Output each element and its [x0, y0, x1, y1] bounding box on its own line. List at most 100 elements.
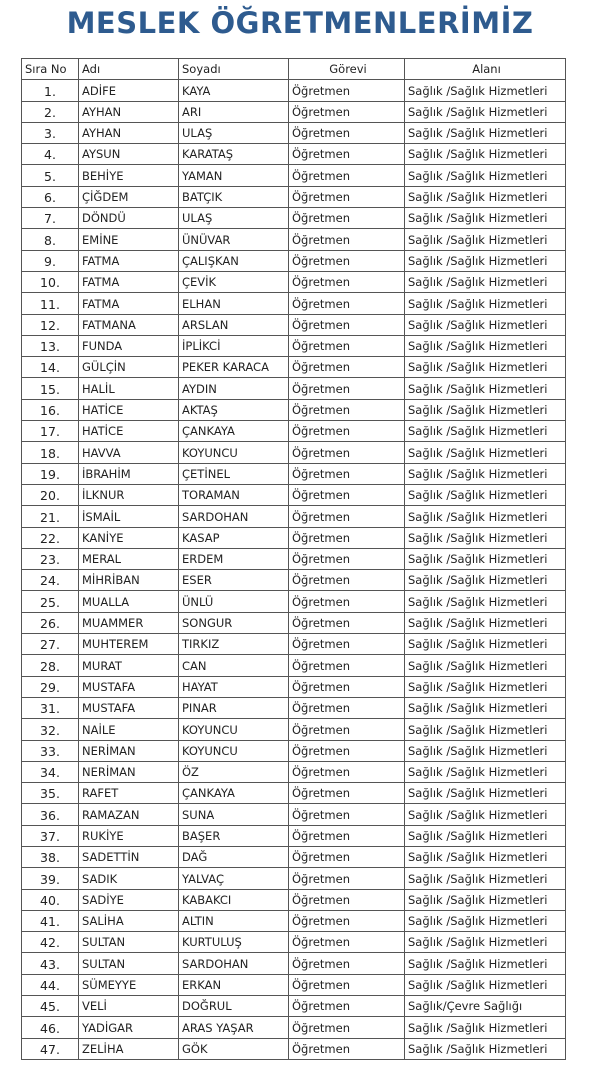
- last-name-cell: KOYUNCU: [178, 441, 289, 464]
- field-cell: Sağlık /Sağlık Hizmetleri: [404, 633, 566, 656]
- last-name-cell: SARDOHAN: [178, 505, 289, 528]
- table-row: 20. İLKNUR TORAMAN Öğretmen Sağlık /Sağlık H…: [21, 483, 566, 507]
- last-name-cell: ÇEVİK: [178, 270, 289, 294]
- table-row: 36. RAMAZAN SUNA Öğretmen Sağlık /Sağlık Hiz…: [21, 803, 566, 826]
- last-name-cell: YALVAÇ: [178, 867, 289, 890]
- last-name-cell: KOYUNCU: [178, 718, 289, 741]
- row-number-cell: 38.: [21, 845, 79, 869]
- first-name-cell: SADİYE: [78, 888, 179, 911]
- table-row: 26. MUAMMER SONGUR Öğretmen Sağlık /Sağlık H…: [21, 611, 566, 635]
- last-name-cell: KAYA: [178, 79, 289, 102]
- first-name-cell: FUNDA: [78, 334, 179, 358]
- last-name-cell: PEKER KARACA: [178, 356, 289, 379]
- row-number-cell: 35.: [21, 782, 79, 805]
- row-number-cell: 9.: [21, 249, 79, 272]
- header-sira-no: Sıra No: [21, 57, 79, 81]
- position-cell: Öğretmen: [288, 334, 405, 358]
- row-number-cell: 47.: [21, 1037, 79, 1060]
- row-number-cell: 27.: [21, 633, 79, 656]
- table-row: 21. İSMAİL SARDOHAN Öğretmen Sağlık /Sağlık …: [21, 505, 566, 528]
- first-name-cell: ZELİHA: [78, 1037, 179, 1060]
- position-cell: Öğretmen: [288, 718, 405, 741]
- table-header-row: Sıra No Adı Soyadı Görevi Alanı: [21, 57, 566, 81]
- row-number-cell: 28.: [21, 654, 79, 677]
- table-row: 17. HATİCE ÇANKAYA Öğretmen Sağlık /Sağlık H…: [21, 420, 566, 443]
- row-number-cell: 17.: [21, 420, 79, 443]
- table-row: 13. FUNDA İPLİKCİ Öğretmen Sağlık /Sağlık Hi…: [21, 334, 566, 358]
- row-number-cell: 32.: [21, 718, 79, 741]
- field-cell: Sağlık /Sağlık Hizmetleri: [404, 313, 566, 336]
- last-name-cell: ERDEM: [178, 547, 289, 571]
- position-cell: Öğretmen: [288, 377, 405, 400]
- last-name-cell: KABAKCI: [178, 888, 289, 911]
- table-row: 18. HAVVA KOYUNCU Öğretmen Sağlık /Sağlık Hi…: [21, 441, 566, 464]
- last-name-cell: ÇALIŞKAN: [178, 249, 289, 272]
- row-number-cell: 13.: [21, 334, 79, 358]
- position-cell: Öğretmen: [288, 760, 405, 784]
- field-cell: Sağlık /Sağlık Hizmetleri: [404, 867, 566, 890]
- table-row: 22. KANİYE KASAP Öğretmen Sağlık /Sağlık Hiz…: [21, 526, 566, 549]
- field-cell: Sağlık /Sağlık Hizmetleri: [404, 909, 566, 933]
- row-number-cell: 39.: [21, 867, 79, 890]
- last-name-cell: ÜNLÜ: [178, 590, 289, 613]
- first-name-cell: GÜLÇİN: [78, 356, 179, 379]
- table-row: 3. AYHAN ULAŞ Öğretmen Sağlık /Sağlık Hizmet…: [21, 121, 566, 145]
- field-cell: Sağlık /Sağlık Hizmetleri: [404, 483, 566, 507]
- position-cell: Öğretmen: [288, 1037, 405, 1060]
- row-number-cell: 40.: [21, 888, 79, 911]
- row-number-cell: 15.: [21, 377, 79, 400]
- table-row: 29. MUSTAFA HAYAT Öğretmen Sağlık /Sağlık Hi…: [21, 675, 566, 698]
- position-cell: Öğretmen: [288, 249, 405, 272]
- last-name-cell: TIRKIZ: [178, 633, 289, 656]
- position-cell: Öğretmen: [288, 121, 405, 145]
- position-cell: Öğretmen: [288, 973, 405, 997]
- field-cell: Sağlık /Sağlık Hizmetleri: [404, 845, 566, 869]
- last-name-cell: ÖZ: [178, 760, 289, 784]
- last-name-cell: İPLİKCİ: [178, 334, 289, 358]
- field-cell: Sağlık /Sağlık Hizmetleri: [404, 888, 566, 911]
- position-cell: Öğretmen: [288, 356, 405, 379]
- last-name-cell: HAYAT: [178, 675, 289, 698]
- field-cell: Sağlık /Sağlık Hizmetleri: [404, 228, 566, 251]
- field-cell: Sağlık /Sağlık Hizmetleri: [404, 696, 566, 720]
- field-cell: Sağlık /Sağlık Hizmetleri: [404, 526, 566, 549]
- first-name-cell: NERİMAN: [78, 760, 179, 784]
- position-cell: Öğretmen: [288, 931, 405, 954]
- position-cell: Öğretmen: [288, 867, 405, 890]
- row-number-cell: 5.: [21, 164, 79, 187]
- position-cell: Öğretmen: [288, 1016, 405, 1039]
- table-row: 27. MUHTEREM TIRKIZ Öğretmen Sağlık /Sağlık …: [21, 633, 566, 656]
- table-row: 46. YADİGAR ARAS YAŞAR Öğretmen Sağlık /Sağl…: [21, 1016, 566, 1039]
- position-cell: Öğretmen: [288, 185, 405, 209]
- header-adi: Adı: [78, 57, 179, 81]
- first-name-cell: AYHAN: [78, 121, 179, 145]
- row-number-cell: 8.: [21, 228, 79, 251]
- table-row: 24. MİHRİBAN ESER Öğretmen Sağlık /Sağlık Hi…: [21, 569, 566, 592]
- table-row: 4. AYSUN KARATAŞ Öğretmen Sağlık /Sağlık Hiz…: [21, 143, 566, 166]
- table-row: 45. VELİ DOĞRUL Öğretmen Sağlık/Çevre Sağlığ…: [21, 995, 566, 1018]
- row-number-cell: 2.: [21, 100, 79, 123]
- row-number-cell: 10.: [21, 270, 79, 294]
- position-cell: Öğretmen: [288, 995, 405, 1018]
- last-name-cell: ULAŞ: [178, 121, 289, 145]
- first-name-cell: NERİMAN: [78, 739, 179, 762]
- position-cell: Öğretmen: [288, 270, 405, 294]
- first-name-cell: FATMA: [78, 249, 179, 272]
- row-number-cell: 23.: [21, 547, 79, 571]
- table-row: 11. FATMA ELHAN Öğretmen Sağlık /Sağlık Hizm…: [21, 292, 566, 315]
- first-name-cell: RAMAZAN: [78, 803, 179, 826]
- first-name-cell: FATMA: [78, 270, 179, 294]
- field-cell: Sağlık /Sağlık Hizmetleri: [404, 143, 566, 166]
- position-cell: Öğretmen: [288, 164, 405, 187]
- position-cell: Öğretmen: [288, 79, 405, 102]
- field-cell: Sağlık /Sağlık Hizmetleri: [404, 1037, 566, 1060]
- field-cell: Sağlık /Sağlık Hizmetleri: [404, 334, 566, 358]
- teachers-table: Sıra No Adı Soyadı Görevi Alanı 1. ADİFE K…: [21, 57, 566, 1060]
- last-name-cell: AKTAŞ: [178, 398, 289, 422]
- first-name-cell: ADİFE: [78, 79, 179, 102]
- row-number-cell: 26.: [21, 611, 79, 635]
- last-name-cell: ALTIN: [178, 909, 289, 933]
- first-name-cell: MUSTAFA: [78, 675, 179, 698]
- first-name-cell: SULTAN: [78, 931, 179, 954]
- field-cell: Sağlık /Sağlık Hizmetleri: [404, 79, 566, 102]
